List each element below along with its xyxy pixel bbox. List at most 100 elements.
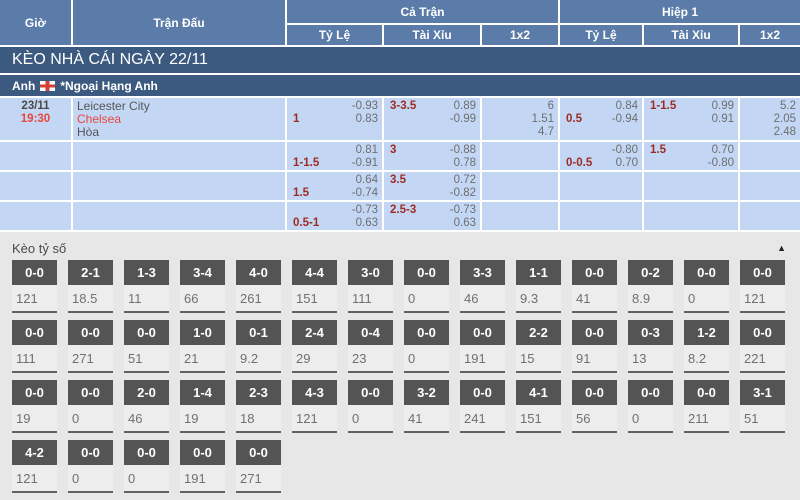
h1-handicap-cell[interactable] — [560, 202, 642, 230]
ft-overunder-cell[interactable]: 3.5 0.72 -0.82 — [384, 172, 480, 200]
odds-line: 1.5 -0.74 — [287, 187, 382, 200]
h1-handicap-cell[interactable] — [560, 172, 642, 200]
score-odds-value: 46 — [124, 405, 169, 433]
score-odds-box[interactable]: 4-4 151 — [292, 260, 337, 313]
score-odds-box[interactable]: 4-0 261 — [236, 260, 281, 313]
score-odds-box[interactable]: 1-2 8.2 — [684, 320, 729, 373]
score-odds-box[interactable]: 0-2 8.9 — [628, 260, 673, 313]
score-odds-box[interactable]: 3-2 41 — [404, 380, 449, 433]
score-odds-box[interactable]: 0-0 19 — [12, 380, 57, 433]
score-odds-box[interactable]: 3-1 51 — [740, 380, 785, 433]
score-odds-box[interactable]: 1-0 21 — [180, 320, 225, 373]
h1-1x2-cell[interactable]: 5.2 2.05 2.48 — [740, 98, 800, 140]
score-odds-box[interactable]: 0-0 0 — [628, 380, 673, 433]
match-time-cell — [0, 142, 71, 170]
ft-handicap-cell[interactable]: 0.81 1-1.5 -0.91 — [287, 142, 382, 170]
score-odds-box[interactable]: 0-0 271 — [236, 440, 281, 493]
score-odds-box[interactable]: 2-0 46 — [124, 380, 169, 433]
score-odds-box[interactable]: 1-4 19 — [180, 380, 225, 433]
h1-overunder-cell[interactable]: 1.5 0.70 -0.80 — [644, 142, 738, 170]
h1-overunder-cell[interactable] — [644, 202, 738, 230]
handicap-value: 3.5 — [390, 174, 406, 186]
match-time-cell — [0, 172, 71, 200]
score-odds-box[interactable]: 0-0 111 — [12, 320, 57, 373]
score-odds-value: 19 — [12, 405, 57, 433]
odds-line: 2.5-3 -0.73 — [384, 204, 480, 217]
score-odds-box[interactable]: 0-0 41 — [572, 260, 617, 313]
score-odds-box[interactable]: 0-1 9.2 — [236, 320, 281, 373]
handicap-value: 0.5 — [566, 113, 582, 125]
score-odds-box[interactable]: 0-0 0 — [124, 440, 169, 493]
ft-1x2-cell[interactable] — [482, 202, 558, 230]
odds-value: 0.91 — [711, 113, 734, 125]
collapse-arrow-icon[interactable]: ▲ — [777, 242, 786, 253]
score-odds-box[interactable]: 0-0 221 — [740, 320, 785, 373]
score-odds-box[interactable]: 3-3 46 — [460, 260, 505, 313]
score-odds-box[interactable]: 0-0 91 — [572, 320, 617, 373]
score-odds-box[interactable]: 0-0 0 — [404, 320, 449, 373]
ft-handicap-cell[interactable]: 0.64 1.5 -0.74 — [287, 172, 382, 200]
score-odds-box[interactable]: 0-0 241 — [460, 380, 505, 433]
score-odds-box[interactable]: 2-2 15 — [516, 320, 561, 373]
score-odds-box[interactable]: 0-0 0 — [348, 380, 393, 433]
score-odds-box[interactable]: 4-3 121 — [292, 380, 337, 433]
handicap-value: 1-1.5 — [650, 100, 677, 112]
score-odds-box[interactable]: 2-1 18.5 — [68, 260, 113, 313]
odds-row: 0.64 1.5 -0.74 3.5 0.72 -0.82 — [0, 172, 800, 200]
score-label: 0-0 — [572, 320, 617, 345]
score-odds-box[interactable]: 3-4 66 — [180, 260, 225, 313]
score-odds-box[interactable]: 2-3 18 — [236, 380, 281, 433]
ft-overunder-cell[interactable]: 3 -0.88 0.78 — [384, 142, 480, 170]
league-bar[interactable]: Anh *Ngoại Hạng Anh — [0, 75, 800, 96]
score-odds-box[interactable]: 4-1 151 — [516, 380, 561, 433]
h1-1x2-cell[interactable] — [740, 142, 800, 170]
score-odds-box[interactable]: 0-0 271 — [68, 320, 113, 373]
score-odds-box[interactable]: 0-0 51 — [124, 320, 169, 373]
odds-value: 0.83 — [355, 113, 378, 125]
h1-1x2-cell[interactable] — [740, 172, 800, 200]
score-odds-row: 0-0 121 2-1 18.5 1-3 11 3-4 66 4-0 261 4-4 151 3-0 11… — [12, 260, 800, 313]
odds-line: 0.81 — [287, 144, 382, 157]
ft-overunder-cell[interactable]: 3-3.5 0.89 -0.99 — [384, 98, 480, 140]
odds-line: -0.73 — [287, 204, 382, 217]
score-odds-box[interactable]: 3-0 111 — [348, 260, 393, 313]
score-odds-box[interactable]: 0-0 121 — [12, 260, 57, 313]
h1-handicap-cell[interactable]: 0.84 0.5 -0.94 — [560, 98, 642, 140]
score-odds-box[interactable]: 0-0 0 — [404, 260, 449, 313]
score-odds-box[interactable]: 0-0 191 — [460, 320, 505, 373]
score-odds-box[interactable]: 0-0 191 — [180, 440, 225, 493]
score-odds-box[interactable]: 0-0 0 — [68, 380, 113, 433]
score-label: 4-1 — [516, 380, 561, 405]
score-odds-value: 91 — [572, 345, 617, 373]
h1-overunder-cell[interactable] — [644, 172, 738, 200]
score-odds-box[interactable]: 1-1 9.3 — [516, 260, 561, 313]
odds-value: -0.73 — [449, 204, 476, 216]
score-label: 3-2 — [404, 380, 449, 405]
score-odds-box[interactable]: 0-0 0 — [684, 260, 729, 313]
odds-row: 23/11 19:30 Leicester City Chelsea Hòa -0.93 1… — [0, 98, 800, 140]
ft-1x2-cell[interactable] — [482, 172, 558, 200]
score-odds-box[interactable]: 0-3 13 — [628, 320, 673, 373]
score-label: 1-4 — [180, 380, 225, 405]
ft-1x2-cell[interactable]: 6 1.51 4.7 — [482, 98, 558, 140]
score-odds-box[interactable]: 0-0 0 — [68, 440, 113, 493]
ft-overunder-cell[interactable]: 2.5-3 -0.73 0.63 — [384, 202, 480, 230]
score-odds-box[interactable]: 0-4 23 — [348, 320, 393, 373]
h1-handicap-cell[interactable]: -0.80 0-0.5 0.70 — [560, 142, 642, 170]
score-odds-box[interactable]: 2-4 29 — [292, 320, 337, 373]
score-odds-value: 41 — [572, 285, 617, 313]
ft-1x2-cell[interactable] — [482, 142, 558, 170]
score-odds-box[interactable]: 0-0 56 — [572, 380, 617, 433]
ft-handicap-cell[interactable]: -0.93 1 0.83 — [287, 98, 382, 140]
score-odds-value: 121 — [292, 405, 337, 433]
h1-1x2-cell[interactable] — [740, 202, 800, 230]
score-label: 1-3 — [124, 260, 169, 285]
h1-overunder-cell[interactable]: 1-1.5 0.99 0.91 — [644, 98, 738, 140]
score-odds-box[interactable]: 1-3 11 — [124, 260, 169, 313]
score-odds-box[interactable]: 0-0 121 — [740, 260, 785, 313]
odds-line: 0.84 — [560, 100, 642, 113]
score-label: 0-0 — [12, 320, 57, 345]
score-odds-box[interactable]: 0-0 211 — [684, 380, 729, 433]
score-odds-box[interactable]: 4-2 121 — [12, 440, 57, 493]
ft-handicap-cell[interactable]: -0.73 0.5-1 0.63 — [287, 202, 382, 230]
